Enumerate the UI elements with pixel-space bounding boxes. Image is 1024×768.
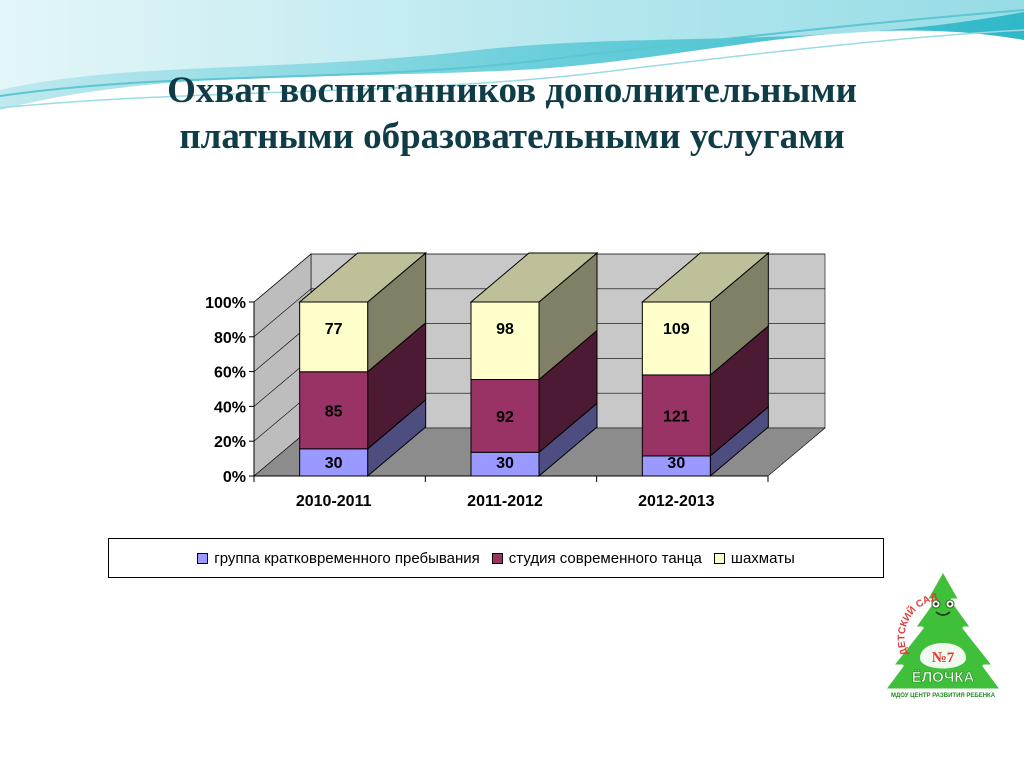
gridline-4 (253, 288, 825, 338)
legend-swatch-series-1 (197, 552, 209, 564)
chart-legend: группа кратковременного пребывания студи… (108, 538, 884, 578)
legend-label-series-3: шахматы (730, 549, 795, 567)
chart-axes: 0% 20% 40% 60% 80% 100% 2010-2011 2011-2012 2012… (205, 295, 769, 510)
data-label-1-2: 98 (496, 321, 514, 338)
data-label-0-2: 77 (325, 321, 343, 338)
legend-item-series-1: группа кратковременного пребывания (197, 550, 480, 567)
y-tick-label-5: 100% (205, 295, 246, 312)
data-label-2-0: 30 (667, 455, 685, 472)
bar-top-1 (469, 252, 599, 303)
christmas-tree-logo-icon: ДЕТСКИЙ САД №7 ЁЛОЧКА МДОУ ЦЕНТР РАЗВИТИ… (882, 568, 1004, 699)
logo-bottom-text: МДОУ ЦЕНТР РАЗВИТИЯ РЕБЕНКА (891, 693, 996, 699)
data-label-1-0: 30 (496, 455, 514, 472)
slide-title-line-2: платными образовательными услугами (179, 116, 845, 157)
logo-number: №7 (932, 650, 955, 666)
bar-top-2 (640, 252, 770, 303)
bar-1-1 (470, 379, 540, 453)
legend-swatch-series-2 (491, 552, 503, 564)
chart-bars: 30 85 77 30 92 98 30 121 109 (298, 251, 770, 478)
legend-item-series-2: студия современного танца (491, 549, 702, 567)
y-tick-label-2: 40% (214, 399, 246, 416)
y-tick-label-1: 20% (214, 434, 246, 451)
bar-2-2 (641, 301, 711, 376)
logo-name: ЁЛОЧКА (912, 669, 975, 686)
slide-title: Охват воспитанников дополнительными плат… (40, 68, 984, 160)
legend-label-series-2: студия современного танца (508, 549, 702, 567)
y-tick-label-0: 0% (223, 469, 246, 486)
data-label-0-1: 85 (325, 403, 343, 420)
legend-label-series-1: группа кратковременного пребывания (214, 549, 480, 567)
bar-0-1 (299, 371, 369, 450)
bar-top-0 (298, 252, 428, 303)
x-tick-label-1: 2011-2012 (467, 493, 543, 510)
bar-0-2 (299, 301, 369, 373)
x-tick-label-0: 2010-2011 (296, 493, 372, 510)
bar-1-2 (470, 301, 540, 381)
data-label-0-0: 30 (325, 455, 343, 472)
y-tick-label-4: 80% (214, 330, 246, 347)
data-label-2-1: 121 (663, 408, 690, 425)
x-tick-label-2: 2012-2013 (638, 493, 715, 510)
data-label-2-2: 109 (663, 321, 690, 338)
data-label-1-1: 92 (496, 409, 514, 426)
slide-title-line-1: Охват воспитанников дополнительными (167, 70, 857, 111)
gridline-5 (253, 253, 825, 303)
legend-item-series-3: шахматы (713, 549, 795, 567)
legend-swatch-series-3 (713, 552, 725, 564)
y-tick-label-3: 60% (214, 365, 246, 382)
